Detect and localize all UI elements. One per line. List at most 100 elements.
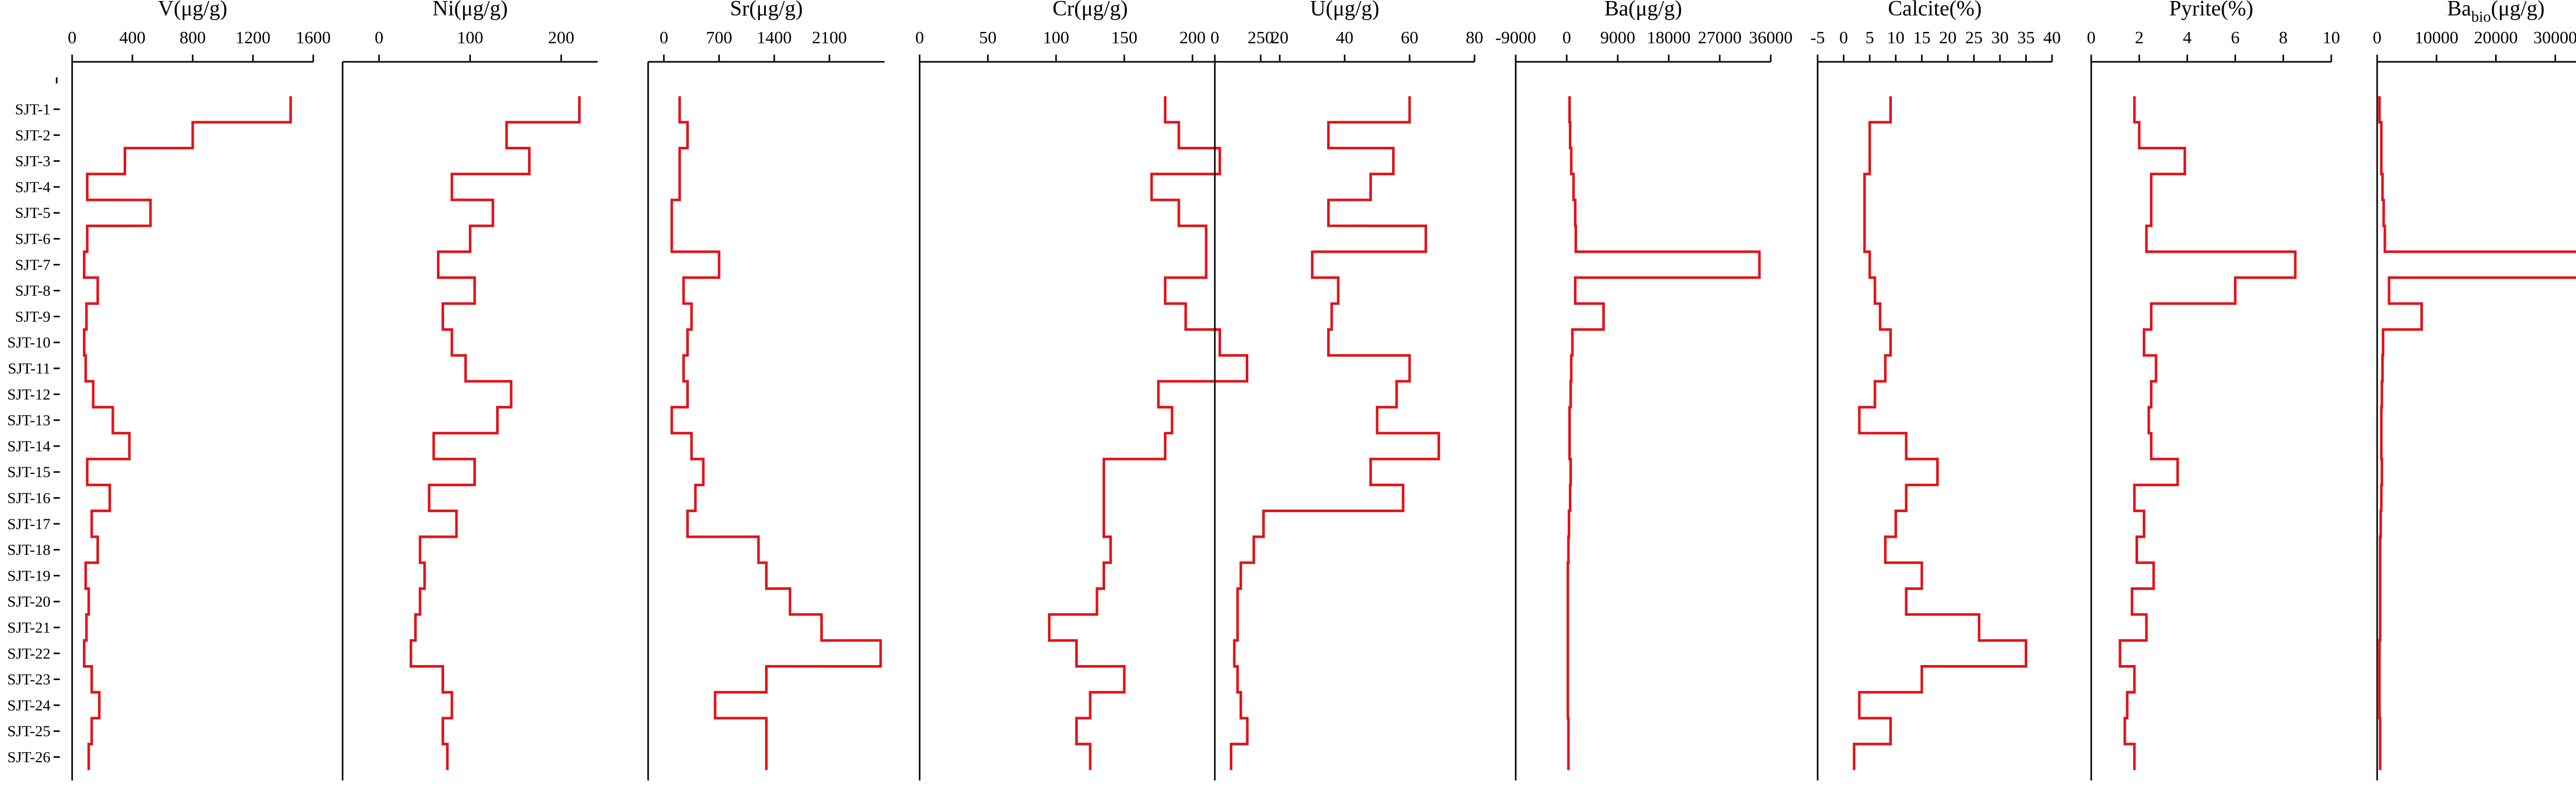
data-point: [1253, 549, 1255, 551]
data-point: [2380, 134, 2382, 136]
data-point: [2025, 652, 2027, 654]
data-point: [92, 393, 94, 395]
data-point: [2383, 212, 2385, 214]
data-point: [1103, 574, 1105, 576]
data-point: [2294, 264, 2296, 266]
x-tick-label: 100: [1043, 28, 1069, 47]
x-tick-label: -9000: [1495, 28, 1536, 47]
data-point: [86, 471, 88, 473]
data-point: [2379, 549, 2381, 551]
data-point: [1567, 626, 1569, 629]
data-point: [2133, 756, 2136, 758]
data-point: [1567, 704, 1569, 706]
data-point: [2234, 290, 2236, 292]
data-point: [510, 393, 512, 395]
panel-title: Pyrite(%): [2169, 0, 2253, 21]
x-tick-label: 0: [375, 28, 383, 47]
data-point: [687, 393, 689, 395]
data-point: [1409, 108, 1411, 110]
data-point: [2133, 108, 2136, 110]
data-point: [1572, 186, 1574, 188]
sample-label: SJT-4: [15, 179, 50, 196]
sample-label: SJT-26: [7, 749, 50, 766]
data-point: [1905, 497, 1907, 499]
data-point: [1890, 730, 1892, 732]
sample-label: SJT-16: [7, 490, 50, 507]
data-point: [1150, 186, 1153, 188]
data-point: [1890, 108, 1892, 110]
data-point: [442, 730, 444, 732]
x-tick-label: 10: [2323, 28, 2340, 47]
data-point: [1184, 315, 1187, 317]
data-point: [1567, 549, 1569, 551]
data-point: [1246, 730, 1248, 732]
data-point: [1236, 678, 1239, 681]
data-point: [2379, 626, 2381, 629]
data-point: [579, 108, 581, 110]
data-point: [414, 626, 416, 629]
data-point: [766, 574, 768, 576]
panel-pyrite: Pyrite(%) 0 2 4 6 8 10: [2087, 0, 2340, 780]
sample-label: SJT-23: [7, 671, 50, 688]
data-point: [1171, 419, 1173, 421]
x-tick-label: 20000: [2474, 28, 2518, 47]
sample-label: SJT-19: [7, 567, 50, 584]
sample-label: SJT-24: [7, 697, 50, 714]
data-point: [446, 756, 448, 758]
x-tick-label: 30000: [2533, 28, 2576, 47]
x-tick-label: 150: [1111, 28, 1138, 47]
data-point: [1567, 730, 1569, 732]
data-point: [497, 419, 499, 421]
sample-label: SJT-25: [7, 723, 50, 740]
x-tick-label: 80: [1466, 28, 1483, 47]
sample-label: SJT-1: [15, 101, 50, 118]
data-point: [1569, 445, 1571, 447]
panel-sr: Sr(μg/g) 0 700 1400 2100: [647, 0, 885, 780]
sample-label: SJT-11: [8, 360, 50, 377]
data-point: [1438, 445, 1440, 447]
data-point: [1890, 342, 1892, 344]
data-point: [1089, 704, 1091, 706]
data-point: [1874, 290, 1876, 292]
data-point: [671, 419, 673, 421]
data-point: [91, 523, 93, 525]
data-point: [1569, 108, 1571, 110]
data-point: [2379, 678, 2381, 681]
data-point: [2381, 367, 2383, 369]
data-point: [687, 342, 689, 344]
sample-label: SJT-10: [7, 334, 50, 351]
data-point: [2131, 601, 2133, 603]
data-point: [1905, 601, 1907, 603]
data-point: [2379, 574, 2381, 576]
x-tick-label: 2100: [812, 28, 847, 47]
data-point: [1858, 704, 1860, 706]
data-point: [433, 445, 435, 447]
data-point: [1331, 315, 1333, 317]
sample-label: SJT-21: [7, 619, 50, 636]
data-point: [1567, 574, 1569, 576]
data-point: [2150, 393, 2153, 395]
data-point: [1263, 523, 1265, 525]
x-tick-label: 36000: [1749, 28, 1793, 47]
x-tick-label: 0: [2373, 28, 2382, 47]
data-point: [86, 626, 88, 629]
sample-label: SJT-18: [7, 541, 50, 558]
data-point: [687, 134, 689, 136]
data-point: [671, 238, 673, 240]
panel-title: Ba(μg/g): [1604, 0, 1682, 21]
data-point: [1076, 652, 1078, 654]
data-point: [1103, 523, 1105, 525]
data-point: [2138, 134, 2140, 136]
data-point: [84, 574, 87, 576]
sample-label: SJT-2: [15, 127, 50, 144]
panel-v: V(μg/g) 0 400 800 1200 1600: [68, 0, 331, 780]
x-tick-label: 35: [2017, 28, 2035, 47]
data-point: [1219, 342, 1221, 344]
x-tick-label: 25: [1965, 28, 1982, 47]
data-point: [97, 290, 99, 292]
data-point: [1569, 419, 1571, 421]
data-point: [2155, 367, 2157, 369]
data-point: [1103, 471, 1105, 473]
data-point: [109, 497, 111, 499]
data-point: [1396, 393, 1398, 395]
